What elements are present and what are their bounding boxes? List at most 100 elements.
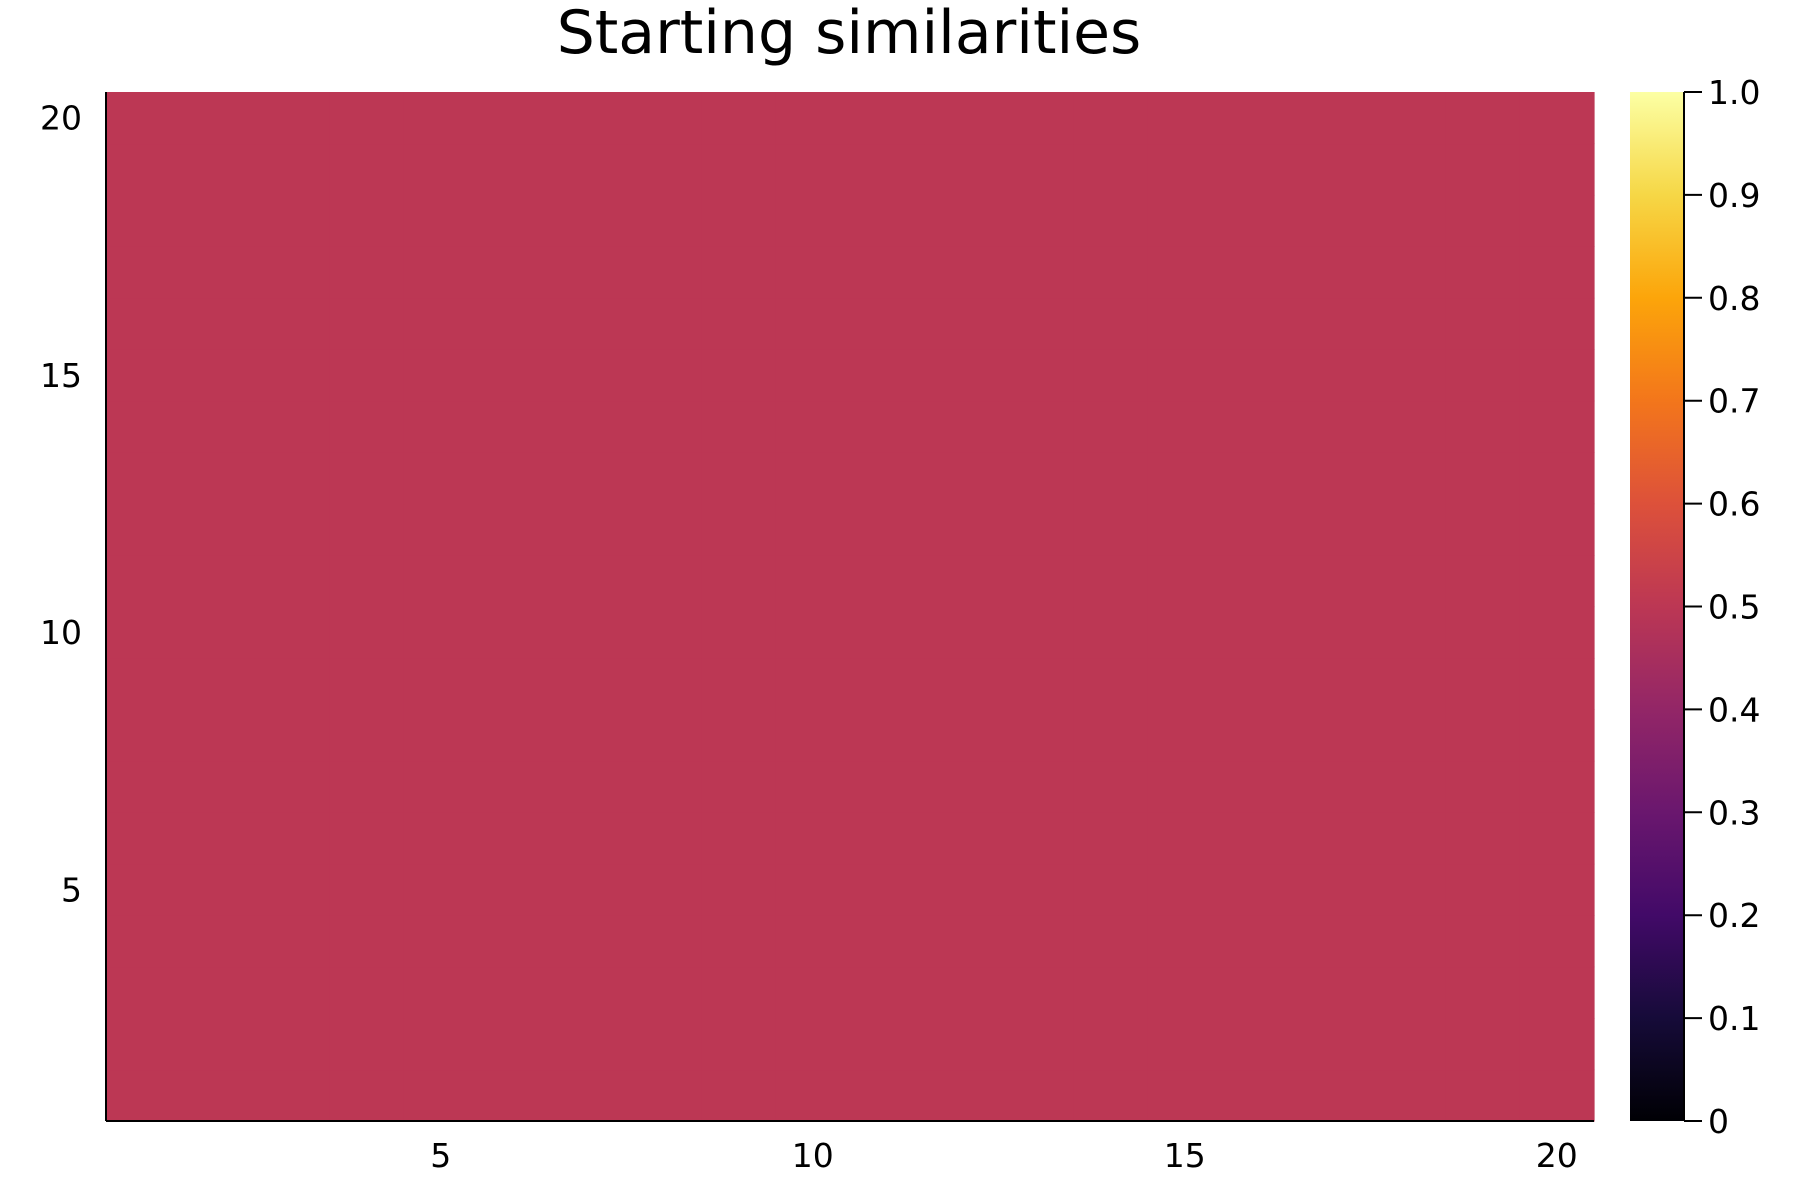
heatmap-cell [626, 812, 702, 865]
heatmap-cell [1445, 606, 1521, 659]
y-tick-label: 20 [40, 99, 82, 138]
x-tick-label: 10 [792, 1136, 834, 1175]
heatmap-cell [1222, 400, 1297, 453]
heatmap-cell [1222, 246, 1297, 299]
heatmap-cell [1296, 606, 1372, 659]
heatmap-cell [1370, 760, 1446, 813]
heatmap-cell [1073, 297, 1149, 350]
y-tick-label: 10 [40, 613, 82, 652]
heatmap-cell [924, 760, 1000, 813]
heatmap-cell [254, 863, 330, 916]
heatmap-cell [329, 709, 405, 762]
heatmap-cell [552, 709, 628, 762]
heatmap-cell [998, 555, 1074, 608]
heatmap-cell [1296, 503, 1372, 556]
heatmap-cell [1147, 709, 1223, 762]
heatmap-cell [850, 297, 925, 350]
heatmap-cell [924, 966, 1000, 1019]
heatmap-cell [478, 349, 553, 402]
heatmap-cell [701, 400, 777, 453]
heatmap-cell [1222, 606, 1297, 659]
colorbar-ticks: 0 0.1 0.2 0.3 0.4 0.5 0.6 0.7 0.8 0.9 1.0 [1683, 73, 1760, 1141]
heatmap-cell [1519, 709, 1595, 762]
heatmap-cell [478, 400, 553, 453]
heatmap-cell [552, 966, 628, 1019]
heatmap-cell [1519, 760, 1595, 813]
heatmap-cell [626, 966, 702, 1019]
heatmap-cell [1222, 503, 1297, 556]
heatmap-cell [329, 555, 405, 608]
heatmap-cell [1445, 297, 1521, 350]
heatmap-cell [254, 709, 330, 762]
heatmap-cell [1296, 915, 1372, 968]
heatmap-cell [850, 555, 925, 608]
heatmap-cell [403, 966, 479, 1019]
heatmap-cell [1296, 1018, 1372, 1071]
heatmap-cell [924, 246, 1000, 299]
heatmap-cell [775, 400, 851, 453]
heatmap-cell [329, 657, 405, 710]
heatmap-cell [1222, 555, 1297, 608]
heatmap-cell [329, 1069, 405, 1122]
heatmap-cell [1445, 503, 1521, 556]
heatmap-cell [924, 1018, 1000, 1071]
heatmap-cell [478, 297, 553, 350]
heatmap-cell [180, 143, 256, 196]
heatmap-cell [924, 1069, 1000, 1122]
heatmap-cell [626, 555, 702, 608]
colorbar-tick-label: 0.6 [1708, 485, 1760, 524]
heatmap-cell [1073, 555, 1149, 608]
heatmap-cell [701, 1018, 777, 1071]
heatmap-cell [106, 246, 181, 299]
heatmap-cell [478, 1018, 553, 1071]
heatmap-cell [1519, 915, 1595, 968]
heatmap-cell [1147, 349, 1223, 402]
heatmap-cell [478, 812, 553, 865]
x-tick-label: 20 [1536, 1136, 1578, 1175]
heatmap-cell [403, 143, 479, 196]
heatmap-cell [1445, 92, 1521, 145]
heatmap-cell [1370, 349, 1446, 402]
heatmap-cell [552, 297, 628, 350]
heatmap-cell [1073, 92, 1149, 145]
heatmap-cell [1370, 1069, 1446, 1122]
heatmap-cell [552, 194, 628, 247]
heatmap-cell [1445, 1018, 1521, 1071]
heatmap-cell [775, 555, 851, 608]
heatmap-cell [403, 503, 479, 556]
heatmap-cell [775, 349, 851, 402]
heatmap-cell [924, 297, 1000, 350]
heatmap-cell [1445, 709, 1521, 762]
heatmap-cell [924, 555, 1000, 608]
heatmap-cell [1445, 657, 1521, 710]
heatmap-cell [850, 1069, 925, 1122]
heatmap-cell [775, 1018, 851, 1071]
heatmap-cell [1519, 812, 1595, 865]
heatmap-cell [329, 246, 405, 299]
heatmap-cell [775, 297, 851, 350]
y-tick-label: 15 [40, 356, 82, 395]
heatmap-cell [1222, 143, 1297, 196]
heatmap-cell [329, 1018, 405, 1071]
heatmap-cell [701, 1069, 777, 1122]
heatmap-cell [1519, 452, 1595, 505]
heatmap-cell [552, 606, 628, 659]
heatmap-cell [998, 606, 1074, 659]
heatmap-cell [552, 143, 628, 196]
heatmap-cell [180, 452, 256, 505]
heatmap-cell [924, 92, 1000, 145]
heatmap-cell [403, 194, 479, 247]
heatmap-cell [701, 194, 777, 247]
heatmap-cell [106, 1069, 181, 1122]
x-tick-label: 5 [430, 1136, 451, 1175]
heatmap-cell [775, 503, 851, 556]
heatmap-cell [1519, 863, 1595, 916]
heatmap-cell [403, 812, 479, 865]
heatmap-cell [478, 194, 553, 247]
heatmap-cell [1519, 657, 1595, 710]
heatmap-cell [924, 812, 1000, 865]
heatmap-cell [924, 657, 1000, 710]
heatmap-cell [329, 400, 405, 453]
heatmap-cell [478, 1069, 553, 1122]
colorbar-tick-label: 0.4 [1708, 690, 1760, 729]
